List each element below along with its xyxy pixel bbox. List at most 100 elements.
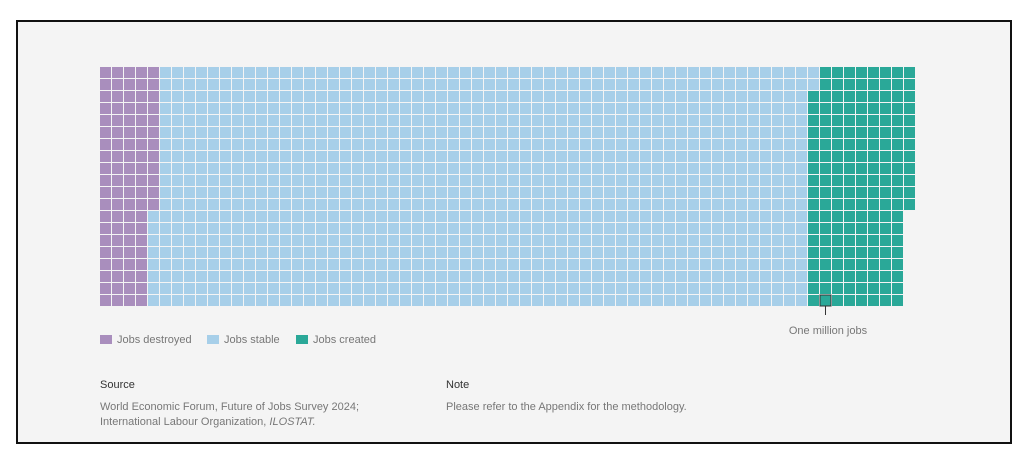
waffle-cell: [496, 127, 507, 138]
waffle-cell: [436, 139, 447, 150]
waffle-cell: [160, 67, 171, 78]
waffle-cell: [652, 223, 663, 234]
waffle-cell: [892, 187, 903, 198]
waffle-cell: [184, 175, 195, 186]
waffle-cell: [352, 271, 363, 282]
waffle-cell: [556, 271, 567, 282]
waffle-cell: [640, 259, 651, 270]
waffle-cell: [148, 247, 159, 258]
waffle-cell: [772, 283, 783, 294]
waffle-cell: [688, 115, 699, 126]
waffle-cell: [280, 175, 291, 186]
waffle-cell: [748, 163, 759, 174]
waffle-cell: [616, 91, 627, 102]
waffle-cell: [160, 115, 171, 126]
waffle-cell: [772, 79, 783, 90]
waffle-cell: [304, 271, 315, 282]
waffle-cell: [484, 103, 495, 114]
waffle-cell: [796, 259, 807, 270]
waffle-cell: [640, 175, 651, 186]
waffle-cell: [712, 103, 723, 114]
waffle-cell: [760, 91, 771, 102]
waffle-cell: [724, 223, 735, 234]
waffle-cell: [388, 295, 399, 306]
waffle-cell: [184, 163, 195, 174]
waffle-cell: [388, 103, 399, 114]
waffle-cell: [172, 247, 183, 258]
waffle-cell: [628, 199, 639, 210]
waffle-cell: [532, 127, 543, 138]
waffle-cell: [676, 91, 687, 102]
waffle-cell: [688, 295, 699, 306]
waffle-cell: [880, 199, 891, 210]
waffle-cell: [400, 151, 411, 162]
waffle-cell: [700, 235, 711, 246]
waffle-cell: [412, 79, 423, 90]
source-text: International Labour Organization,: [100, 416, 269, 428]
waffle-cell: [316, 199, 327, 210]
waffle-cell: [292, 163, 303, 174]
waffle-cell: [124, 139, 135, 150]
waffle-cell: [448, 115, 459, 126]
waffle-cell: [688, 223, 699, 234]
waffle-cell: [676, 163, 687, 174]
waffle-cell: [256, 271, 267, 282]
waffle-cell: [136, 67, 147, 78]
waffle-cell: [568, 295, 579, 306]
waffle-cell: [472, 211, 483, 222]
waffle-cell: [892, 127, 903, 138]
waffle-cell: [304, 67, 315, 78]
waffle-cell: [688, 247, 699, 258]
waffle-cell: [880, 127, 891, 138]
waffle-cell: [388, 271, 399, 282]
waffle-cell: [544, 295, 555, 306]
waffle-cell: [316, 223, 327, 234]
waffle-cell: [208, 211, 219, 222]
waffle-cell: [448, 67, 459, 78]
waffle-cell: [172, 199, 183, 210]
waffle-cell: [412, 283, 423, 294]
waffle-cell: [256, 187, 267, 198]
waffle-cell: [820, 79, 831, 90]
waffle-cell: [160, 211, 171, 222]
waffle-cell: [412, 163, 423, 174]
waffle-cell: [568, 187, 579, 198]
waffle-cell: [748, 259, 759, 270]
waffle-cell: [844, 127, 855, 138]
waffle-cell: [496, 187, 507, 198]
waffle-cell: [424, 259, 435, 270]
waffle-cell: [604, 259, 615, 270]
waffle-cell: [868, 211, 879, 222]
waffle-cell: [232, 115, 243, 126]
waffle-cell: [136, 127, 147, 138]
waffle-cell: [640, 127, 651, 138]
waffle-cell: [436, 283, 447, 294]
waffle-cell: [436, 223, 447, 234]
waffle-cell: [712, 223, 723, 234]
waffle-cell: [892, 271, 903, 282]
waffle-cell: [112, 235, 123, 246]
waffle-cell: [388, 187, 399, 198]
waffle-cell: [292, 295, 303, 306]
waffle-cell: [472, 199, 483, 210]
waffle-cell: [652, 175, 663, 186]
waffle-cell: [196, 175, 207, 186]
waffle-cell: [472, 115, 483, 126]
waffle-cell: [652, 163, 663, 174]
waffle-cell: [568, 223, 579, 234]
waffle-cell: [784, 247, 795, 258]
waffle-cell: [724, 295, 735, 306]
waffle-cell: [616, 139, 627, 150]
waffle-cell: [712, 91, 723, 102]
waffle-cell: [352, 127, 363, 138]
waffle-cell: [880, 187, 891, 198]
waffle-cell: [496, 67, 507, 78]
waffle-cell: [652, 127, 663, 138]
waffle-cell: [220, 271, 231, 282]
waffle-cell: [208, 139, 219, 150]
waffle-cell: [280, 127, 291, 138]
waffle-cell: [172, 67, 183, 78]
waffle-cell: [628, 163, 639, 174]
waffle-cell: [616, 211, 627, 222]
waffle-cell: [376, 199, 387, 210]
